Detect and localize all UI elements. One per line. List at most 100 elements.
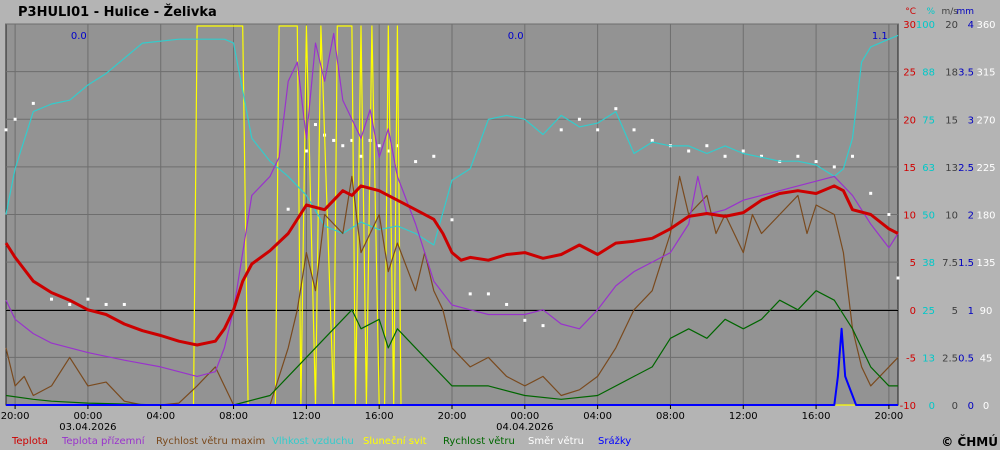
y-tick-label: 360 bbox=[976, 20, 995, 31]
y-axes: °C302520151050-5-10%100887563503825130m/… bbox=[900, 7, 996, 412]
y-tick-label: 10 bbox=[945, 211, 958, 222]
legend-item: Vlhkost vzduchu bbox=[272, 436, 354, 447]
x-tick-label: 12:00 bbox=[292, 411, 321, 422]
axis-unit: % bbox=[926, 7, 935, 17]
wind-direction-point bbox=[759, 154, 763, 158]
wind-direction-point bbox=[632, 128, 636, 132]
station-title: P3HULI01 - Hulice - Želivka bbox=[18, 4, 217, 20]
x-tick-label: 16:00 bbox=[365, 411, 394, 422]
wind-direction-point bbox=[741, 149, 745, 153]
wind-direction-point bbox=[350, 138, 354, 142]
wind-direction-point bbox=[286, 207, 290, 211]
wind-direction-point bbox=[450, 218, 454, 222]
y-tick-label: 13 bbox=[945, 163, 958, 174]
wind-direction-point bbox=[723, 154, 727, 158]
series-line-vlhkost-vzduchu bbox=[5, 34, 899, 246]
wind-direction-point bbox=[4, 128, 8, 132]
y-tick-label: 1.5 bbox=[958, 258, 974, 269]
wind-direction-point bbox=[104, 302, 108, 306]
wind-direction-point bbox=[31, 101, 35, 105]
y-tick-label: 0 bbox=[929, 401, 935, 412]
legend-item: Rychlost větru bbox=[443, 435, 515, 447]
y-tick-label: 3.5 bbox=[958, 68, 974, 79]
y-tick-label: 2.5 bbox=[958, 163, 974, 174]
y-tick-label: 38 bbox=[922, 258, 935, 269]
y-tick-label: 0 bbox=[968, 401, 974, 412]
y-tick-label: 225 bbox=[976, 163, 995, 174]
y-tick-label: 90 bbox=[980, 306, 993, 317]
y-tick-label: 45 bbox=[980, 353, 993, 364]
wind-direction-point bbox=[687, 149, 691, 153]
y-tick-label: 20 bbox=[903, 115, 916, 126]
precip-total-label: 0.0 bbox=[71, 31, 87, 42]
y-tick-label: 15 bbox=[945, 115, 958, 126]
x-tick-label: 20:00 bbox=[438, 411, 467, 422]
y-tick-label: 0.5 bbox=[958, 353, 974, 364]
wind-direction-point bbox=[814, 160, 818, 164]
wind-direction-point bbox=[122, 302, 126, 306]
wind-direction-point bbox=[359, 154, 363, 158]
legend-item: Teplota přízemní bbox=[61, 435, 146, 447]
wind-direction-point bbox=[341, 144, 345, 148]
date-label: 03.04.2026 bbox=[59, 422, 116, 433]
y-tick-label: 5 bbox=[952, 306, 958, 317]
wind-direction-point bbox=[869, 191, 873, 195]
legend: Teplota Teplota přízemní Rychlost větru ma… bbox=[11, 435, 631, 447]
wind-direction-point bbox=[850, 154, 854, 158]
x-tick-label: 20:00 bbox=[1, 411, 30, 422]
wind-direction-point bbox=[395, 144, 399, 148]
x-tick-label: 00:00 bbox=[74, 411, 103, 422]
series-line-rychlost-v-tru bbox=[5, 290, 898, 406]
wind-direction-point bbox=[596, 128, 600, 132]
y-tick-label: 4 bbox=[968, 20, 974, 31]
wind-direction-point bbox=[468, 292, 472, 296]
wind-direction-point bbox=[832, 165, 836, 169]
wind-direction-point bbox=[304, 149, 308, 153]
y-tick-label: 0 bbox=[983, 401, 989, 412]
y-tick-label: 3 bbox=[968, 115, 974, 126]
precip-totals: 0.0 0.0 1.1 bbox=[71, 31, 888, 42]
wind-direction-point bbox=[50, 297, 54, 301]
y-tick-label: 88 bbox=[922, 68, 935, 79]
y-tick-label: 2 bbox=[968, 211, 974, 222]
wind-direction-point bbox=[796, 154, 800, 158]
y-tick-label: 315 bbox=[976, 68, 995, 79]
y-tick-label: 15 bbox=[903, 163, 916, 174]
date-label: 04.04.2026 bbox=[496, 422, 553, 433]
x-tick-label: 04:00 bbox=[146, 411, 175, 422]
wind-direction-point bbox=[541, 324, 545, 328]
wind-direction-point bbox=[887, 213, 891, 216]
y-tick-label: 10 bbox=[903, 211, 916, 222]
y-tick-label: 1 bbox=[968, 306, 974, 317]
y-tick-label: 50 bbox=[922, 211, 935, 222]
legend-item: Směr větru bbox=[528, 435, 584, 447]
x-tick-label: 12:00 bbox=[729, 411, 758, 422]
x-axis: 20:00 00:00 04:00 08:00 12:00 16:00 20:00 00:00… bbox=[1, 405, 903, 433]
y-tick-label: -10 bbox=[900, 401, 916, 412]
y-tick-label: 63 bbox=[922, 163, 935, 174]
y-tick-label: 5 bbox=[910, 258, 916, 269]
wind-direction-point bbox=[896, 276, 900, 280]
series-line-rychlost-v-tru-maxim bbox=[5, 175, 899, 406]
wind-direction-point bbox=[377, 144, 381, 148]
legend-item: Rychlost větru maxim bbox=[156, 435, 265, 447]
legend-item: Sluneční svit bbox=[363, 435, 427, 447]
wind-direction-point bbox=[505, 302, 509, 306]
axis-unit: mm bbox=[956, 7, 974, 17]
wind-direction-point bbox=[523, 318, 527, 322]
y-tick-label: 270 bbox=[976, 115, 995, 126]
y-tick-label: 75 bbox=[922, 115, 935, 126]
wind-direction-point bbox=[614, 107, 618, 111]
y-tick-label: 0 bbox=[952, 401, 958, 412]
legend-item: Srážky bbox=[598, 435, 631, 447]
axis-unit: m/s bbox=[942, 7, 959, 17]
x-tick-label: 08:00 bbox=[219, 411, 248, 422]
wind-direction-point bbox=[386, 149, 390, 153]
series-line-teplota bbox=[4, 184, 899, 347]
wind-direction-point bbox=[577, 117, 581, 121]
precip-total-label: 0.0 bbox=[508, 31, 524, 42]
grid bbox=[6, 23, 898, 405]
y-tick-label: 180 bbox=[976, 211, 995, 222]
y-tick-label: 2.5 bbox=[942, 353, 958, 364]
legend-item: Teplota bbox=[11, 436, 48, 447]
